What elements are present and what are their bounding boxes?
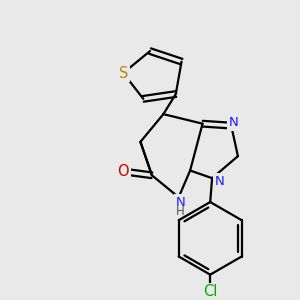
Text: O: O [117, 164, 129, 179]
Text: N: N [215, 175, 225, 188]
Text: N: N [229, 116, 239, 129]
Text: S: S [118, 65, 128, 80]
Text: H: H [176, 205, 185, 218]
Text: N: N [176, 196, 185, 208]
Text: Cl: Cl [203, 284, 218, 299]
